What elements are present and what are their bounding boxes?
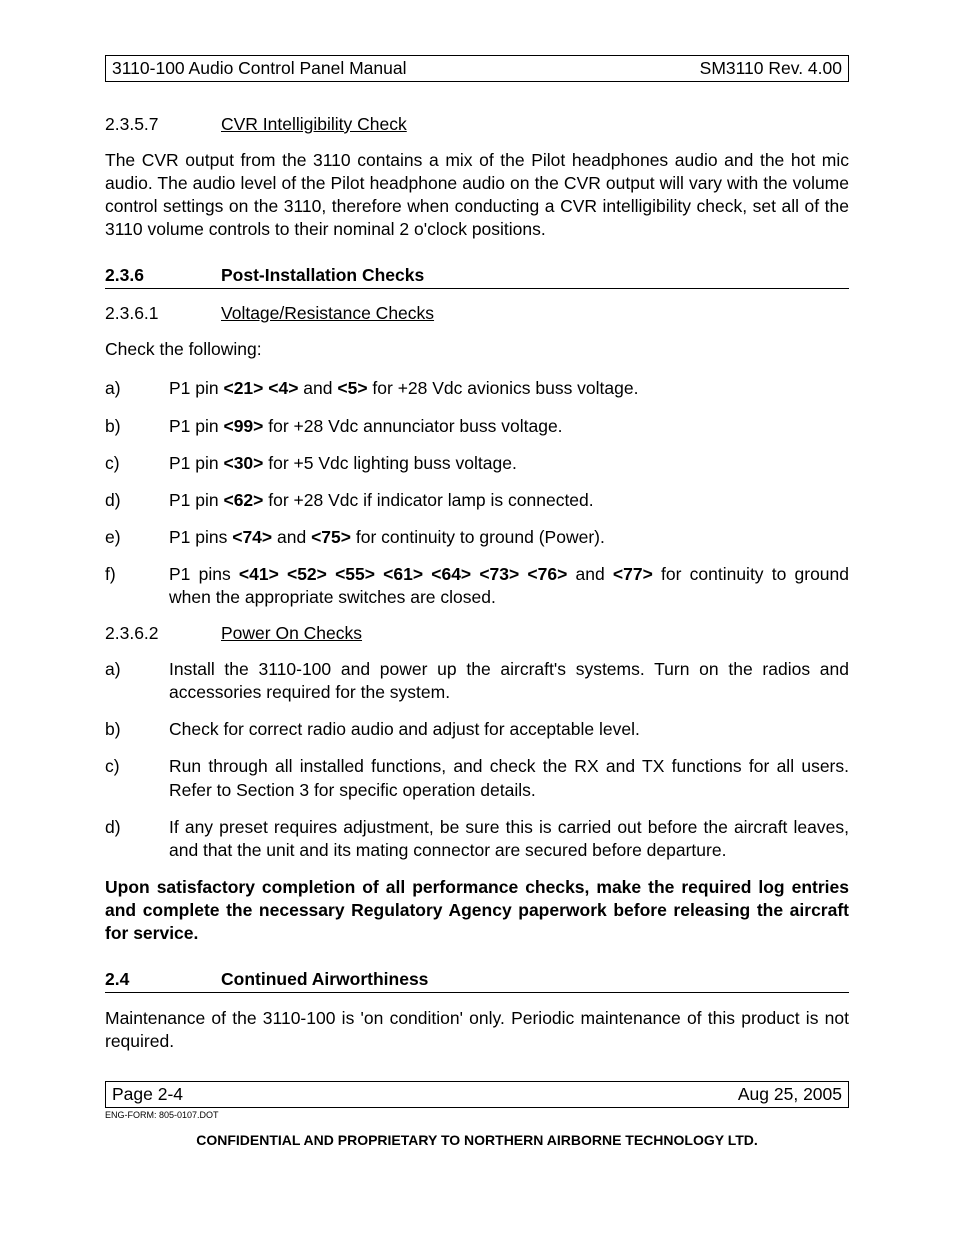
list-label: f) <box>105 563 169 609</box>
section-title: Voltage/Resistance Checks <box>221 303 434 323</box>
list-item: d)If any preset requires adjustment, be … <box>105 816 849 862</box>
header-right: SM3110 Rev. 4.00 <box>700 58 842 79</box>
section-number: 2.3.5.7 <box>105 114 221 135</box>
heading-2361: 2.3.6.1Voltage/Resistance Checks <box>105 303 849 324</box>
document-page: 3110-100 Audio Control Panel Manual SM31… <box>0 0 954 1235</box>
list-label: b) <box>105 415 169 438</box>
section-title: Continued Airworthiness <box>221 969 428 989</box>
list-body: P1 pins <74> and <75> for continuity to … <box>169 526 849 549</box>
para-24: Maintenance of the 3110-100 is 'on condi… <box>105 1007 849 1053</box>
list-body: P1 pins <41> <52> <55> <61> <64> <73> <7… <box>169 563 849 609</box>
list-label: a) <box>105 658 169 704</box>
list-item: f)P1 pins <41> <52> <55> <61> <64> <73> … <box>105 563 849 609</box>
heading-236: 2.3.6Post-Installation Checks <box>105 265 849 289</box>
section-title: Post-Installation Checks <box>221 265 424 285</box>
list-item: e)P1 pins <74> and <75> for continuity t… <box>105 526 849 549</box>
para-2357: The CVR output from the 3110 contains a … <box>105 149 849 241</box>
list-body: P1 pin <62> for +28 Vdc if indicator lam… <box>169 489 849 512</box>
list-item: d)P1 pin <62> for +28 Vdc if indicator l… <box>105 489 849 512</box>
footer-left: Page 2-4 <box>112 1084 183 1105</box>
list-2362: a)Install the 3110-100 and power up the … <box>105 658 849 862</box>
list-label: e) <box>105 526 169 549</box>
list-item: c)P1 pin <30> for +5 Vdc lighting buss v… <box>105 452 849 475</box>
heading-2362: 2.3.6.2Power On Checks <box>105 623 849 644</box>
completion-note: Upon satisfactory completion of all perf… <box>105 876 849 945</box>
list-body: Check for correct radio audio and adjust… <box>169 718 849 741</box>
list-label: d) <box>105 816 169 862</box>
list-body: Run through all installed functions, and… <box>169 755 849 801</box>
section-number: 2.3.6.1 <box>105 303 221 324</box>
list-label: d) <box>105 489 169 512</box>
list-item: a)Install the 3110-100 and power up the … <box>105 658 849 704</box>
list-label: c) <box>105 452 169 475</box>
list-body: P1 pin <30> for +5 Vdc lighting buss vol… <box>169 452 849 475</box>
list-item: b)P1 pin <99> for +28 Vdc annunciator bu… <box>105 415 849 438</box>
list-label: b) <box>105 718 169 741</box>
list-body: P1 pin <21> <4> and <5> for +28 Vdc avio… <box>169 377 849 400</box>
section-number: 2.3.6.2 <box>105 623 221 644</box>
list-body: Install the 3110-100 and power up the ai… <box>169 658 849 704</box>
footer-right: Aug 25, 2005 <box>738 1084 842 1105</box>
section-title: Power On Checks <box>221 623 362 643</box>
section-number: 2.3.6 <box>105 265 221 286</box>
heading-2357: 2.3.5.7CVR Intelligibility Check <box>105 114 849 135</box>
confidential-notice: CONFIDENTIAL AND PROPRIETARY TO NORTHERN… <box>105 1132 849 1148</box>
list-body: If any preset requires adjustment, be su… <box>169 816 849 862</box>
para-2361-intro: Check the following: <box>105 338 849 361</box>
list-label: c) <box>105 755 169 801</box>
list-2361: a)P1 pin <21> <4> and <5> for +28 Vdc av… <box>105 377 849 609</box>
list-item: b)Check for correct radio audio and adju… <box>105 718 849 741</box>
list-label: a) <box>105 377 169 400</box>
list-body: P1 pin <99> for +28 Vdc annunciator buss… <box>169 415 849 438</box>
list-item: a)P1 pin <21> <4> and <5> for +28 Vdc av… <box>105 377 849 400</box>
header-left: 3110-100 Audio Control Panel Manual <box>112 58 406 79</box>
page-header: 3110-100 Audio Control Panel Manual SM31… <box>105 55 849 82</box>
heading-24: 2.4Continued Airworthiness <box>105 969 849 993</box>
eng-form-note: ENG-FORM: 805-0107.DOT <box>105 1110 849 1120</box>
section-title: CVR Intelligibility Check <box>221 114 407 134</box>
page-footer: Page 2-4 Aug 25, 2005 <box>105 1081 849 1108</box>
section-number: 2.4 <box>105 969 221 990</box>
list-item: c)Run through all installed functions, a… <box>105 755 849 801</box>
